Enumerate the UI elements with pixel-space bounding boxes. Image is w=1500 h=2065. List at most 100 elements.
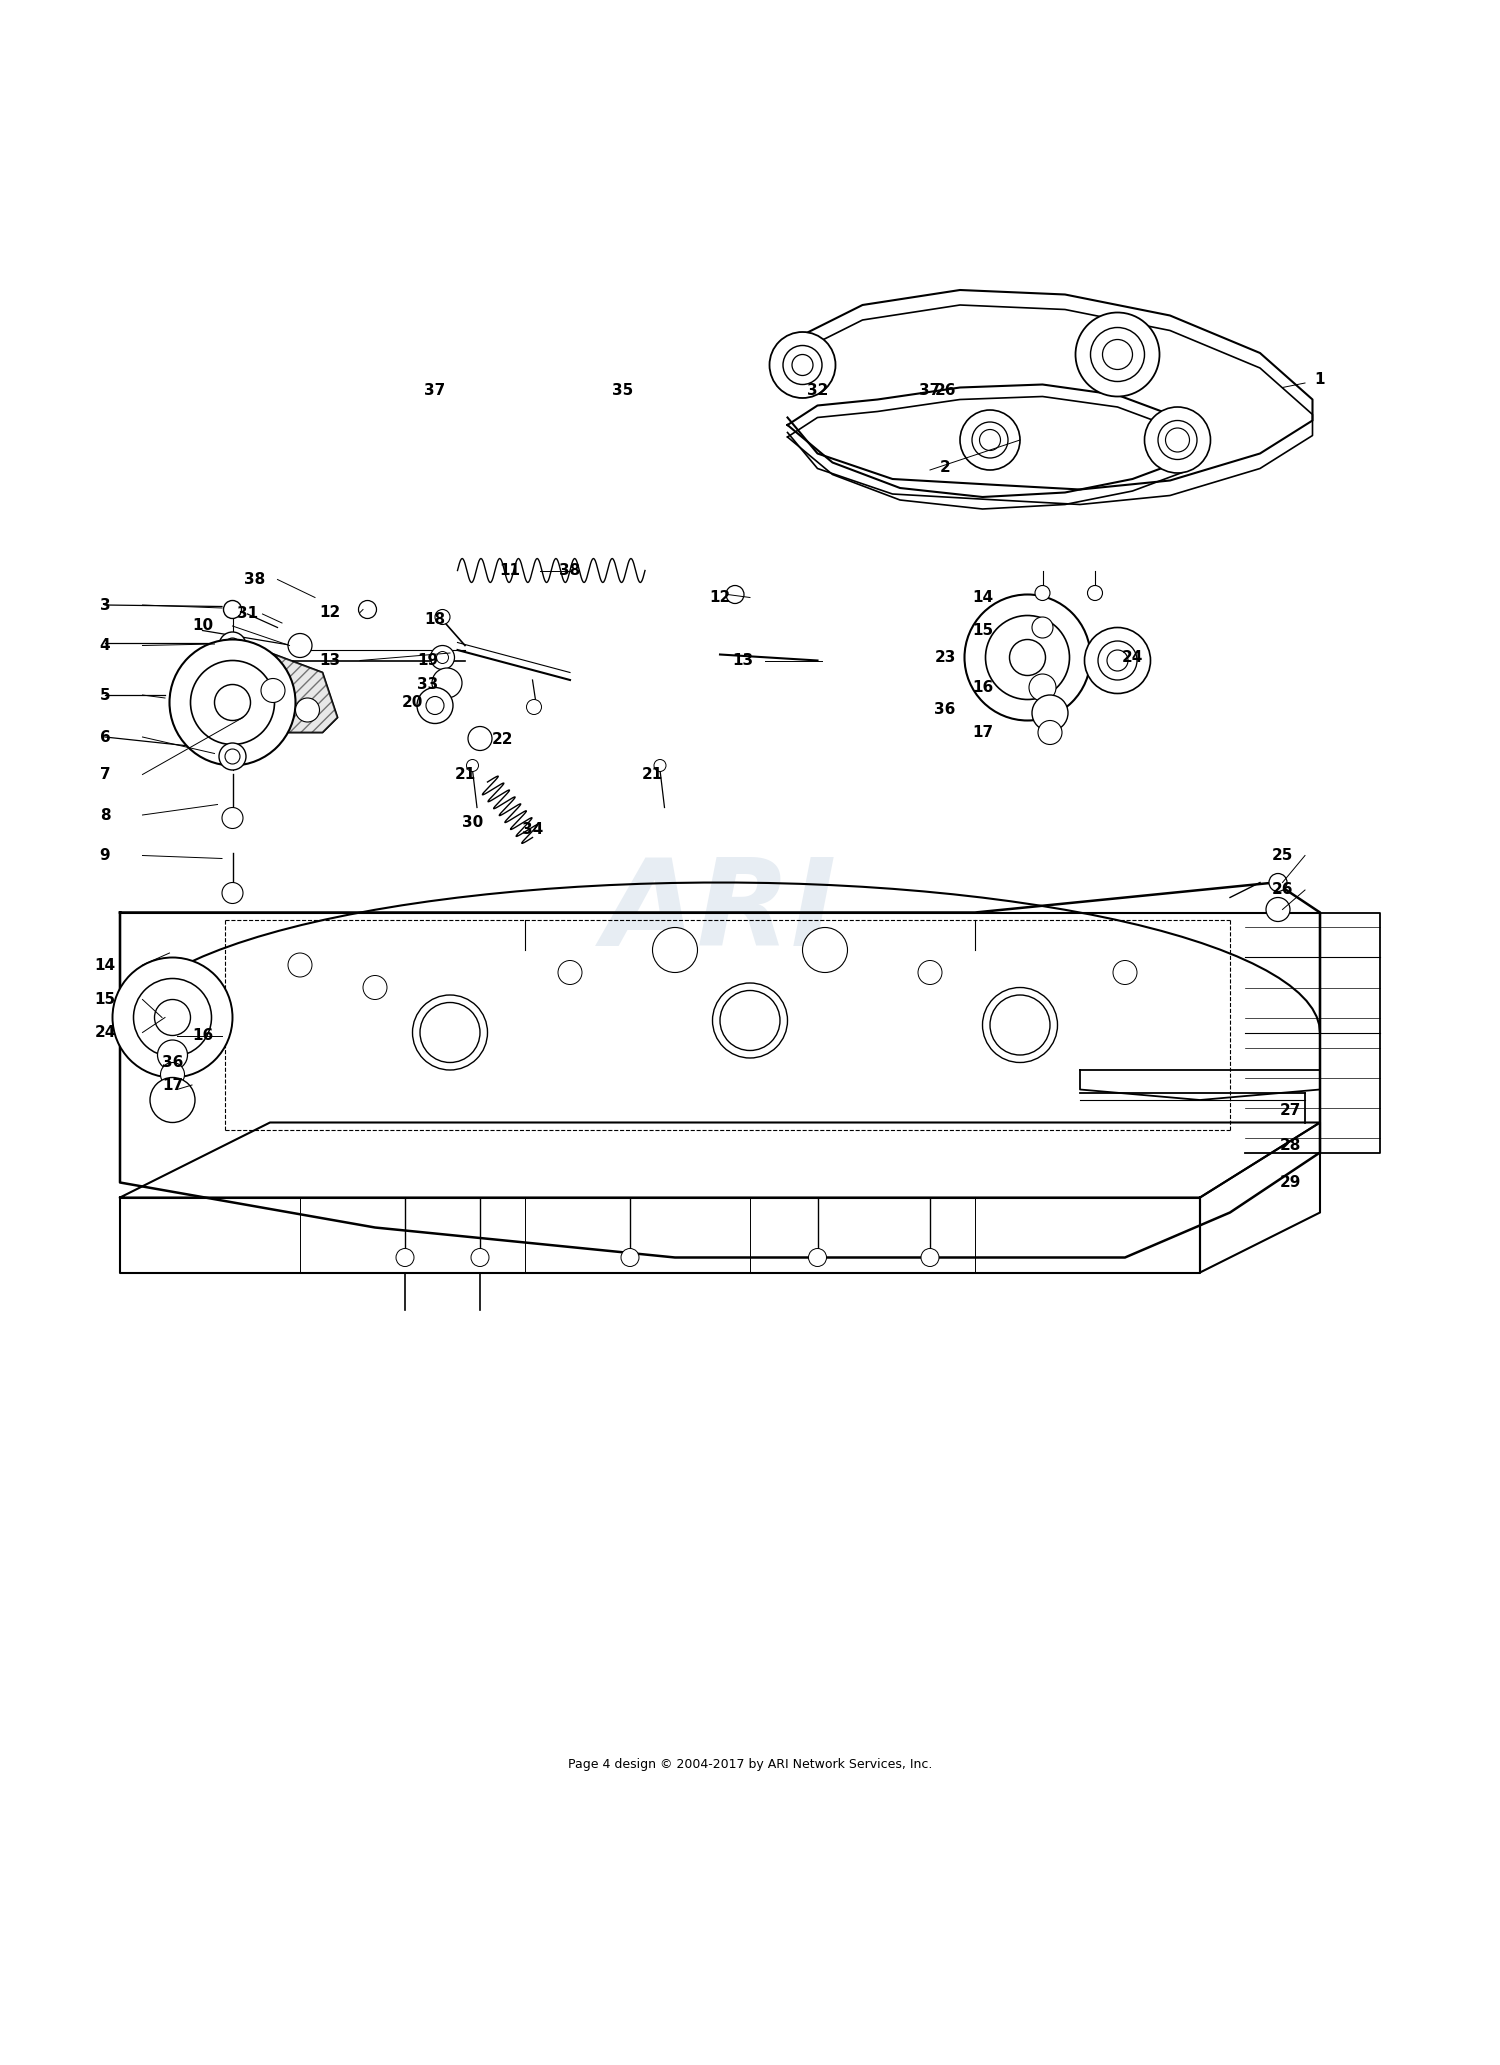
Circle shape — [358, 601, 376, 620]
Text: 12: 12 — [320, 605, 340, 620]
Circle shape — [1144, 407, 1210, 473]
Circle shape — [1010, 640, 1046, 675]
Circle shape — [158, 1041, 188, 1070]
Circle shape — [726, 586, 744, 603]
Text: 36: 36 — [934, 702, 956, 717]
Text: 29: 29 — [1280, 1175, 1300, 1189]
Text: 12: 12 — [710, 591, 730, 605]
Circle shape — [558, 960, 582, 985]
Circle shape — [396, 1249, 414, 1266]
Circle shape — [190, 661, 274, 745]
Text: 26: 26 — [934, 382, 956, 399]
Circle shape — [420, 1002, 480, 1063]
Text: 38: 38 — [244, 572, 266, 586]
Circle shape — [1113, 960, 1137, 985]
Text: 24: 24 — [94, 1024, 116, 1041]
Circle shape — [224, 601, 242, 620]
Circle shape — [1090, 328, 1144, 382]
Text: 15: 15 — [972, 624, 993, 638]
Circle shape — [261, 679, 285, 702]
Circle shape — [288, 634, 312, 657]
Circle shape — [770, 332, 836, 399]
Text: 26: 26 — [1272, 882, 1293, 898]
Circle shape — [964, 595, 1090, 721]
Circle shape — [808, 1249, 826, 1266]
Text: 38: 38 — [560, 564, 580, 578]
Text: 17: 17 — [162, 1078, 183, 1092]
Circle shape — [654, 760, 666, 772]
Circle shape — [426, 696, 444, 714]
Text: 2: 2 — [939, 460, 951, 475]
Text: 14: 14 — [972, 591, 993, 605]
Circle shape — [170, 640, 296, 766]
Circle shape — [980, 430, 1000, 450]
Circle shape — [712, 983, 788, 1057]
Text: 13: 13 — [732, 653, 753, 667]
Circle shape — [363, 975, 387, 999]
Circle shape — [720, 991, 780, 1051]
Text: Page 4 design © 2004-2017 by ARI Network Services, Inc.: Page 4 design © 2004-2017 by ARI Network… — [568, 1757, 932, 1772]
Circle shape — [471, 1249, 489, 1266]
Circle shape — [466, 760, 478, 772]
Text: 30: 30 — [462, 816, 483, 830]
Circle shape — [432, 667, 462, 698]
Circle shape — [1032, 617, 1053, 638]
Text: 21: 21 — [642, 766, 663, 783]
Text: 25: 25 — [1272, 849, 1293, 863]
Circle shape — [960, 411, 1020, 471]
Circle shape — [222, 882, 243, 904]
Text: 17: 17 — [972, 725, 993, 739]
Circle shape — [1098, 640, 1137, 679]
Text: 9: 9 — [99, 849, 111, 863]
Circle shape — [134, 979, 212, 1057]
Text: 15: 15 — [94, 991, 116, 1008]
Circle shape — [219, 632, 246, 659]
Text: 36: 36 — [162, 1055, 183, 1070]
Circle shape — [783, 345, 822, 384]
Circle shape — [296, 698, 320, 723]
Circle shape — [1158, 421, 1197, 460]
Circle shape — [1038, 721, 1062, 745]
Circle shape — [802, 927, 847, 973]
Circle shape — [150, 1078, 195, 1123]
Text: 23: 23 — [934, 650, 956, 665]
Circle shape — [417, 688, 453, 723]
Text: 33: 33 — [417, 677, 438, 692]
Circle shape — [1032, 696, 1068, 731]
Text: 18: 18 — [424, 613, 445, 628]
Text: 22: 22 — [492, 733, 513, 748]
Circle shape — [160, 1063, 184, 1086]
Circle shape — [526, 700, 542, 714]
Text: 7: 7 — [99, 766, 111, 783]
Text: 31: 31 — [237, 607, 258, 622]
Circle shape — [288, 954, 312, 977]
Text: 32: 32 — [807, 382, 828, 399]
Circle shape — [652, 927, 698, 973]
Text: 11: 11 — [500, 564, 520, 578]
Text: 13: 13 — [320, 653, 340, 667]
Circle shape — [430, 646, 454, 669]
Circle shape — [1269, 873, 1287, 892]
Circle shape — [982, 987, 1058, 1063]
Circle shape — [225, 750, 240, 764]
Polygon shape — [248, 650, 338, 733]
Circle shape — [225, 638, 240, 653]
Text: 27: 27 — [1280, 1103, 1300, 1117]
Text: ARI: ARI — [603, 855, 837, 971]
Circle shape — [621, 1249, 639, 1266]
Text: 19: 19 — [417, 653, 438, 667]
Text: 3: 3 — [99, 597, 111, 613]
Text: 24: 24 — [1122, 650, 1143, 665]
Text: 6: 6 — [99, 729, 111, 745]
Text: 10: 10 — [192, 620, 213, 634]
Text: 14: 14 — [94, 958, 116, 973]
Circle shape — [214, 684, 250, 721]
Circle shape — [1076, 312, 1160, 396]
Text: 37: 37 — [424, 382, 445, 399]
Circle shape — [972, 421, 1008, 458]
Circle shape — [1084, 628, 1150, 694]
Circle shape — [1102, 339, 1132, 370]
Circle shape — [990, 995, 1050, 1055]
Circle shape — [219, 743, 246, 770]
Circle shape — [222, 807, 243, 828]
